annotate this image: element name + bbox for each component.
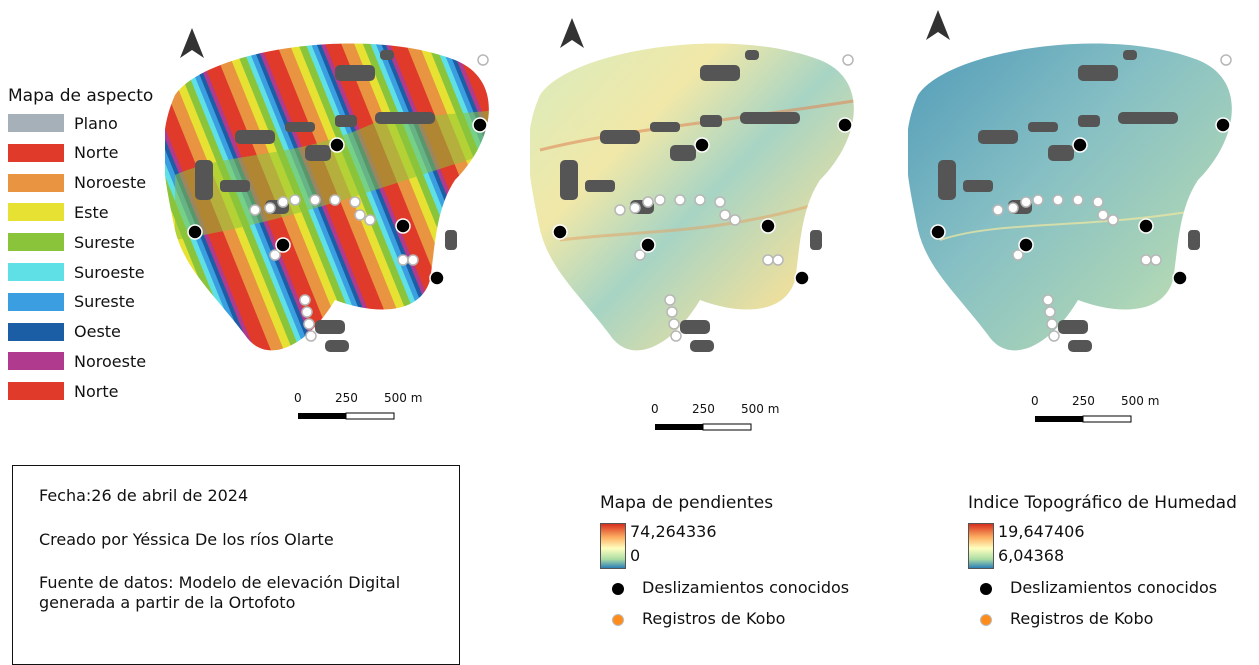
aspect-label: Suroeste bbox=[74, 262, 145, 282]
aspect-swatch bbox=[8, 263, 64, 281]
twi-max: 19,647406 bbox=[998, 522, 1085, 541]
aspect-swatch bbox=[8, 114, 64, 132]
twi-point1-label: Deslizamientos conocidos bbox=[1010, 578, 1218, 597]
aspect-legend-item: Este bbox=[8, 201, 109, 223]
twi-map bbox=[908, 43, 1232, 352]
aspect-legend-item: Sureste bbox=[8, 231, 135, 253]
landslide-point-icon bbox=[612, 583, 624, 595]
scalebar-500: 500 m bbox=[741, 402, 780, 416]
scalebar-0: 0 bbox=[1031, 394, 1039, 408]
scalebar-graphic bbox=[298, 412, 1132, 431]
aspect-label: Norte bbox=[74, 381, 119, 401]
aspect-label: Sureste bbox=[74, 232, 135, 252]
maps-layer bbox=[165, 10, 1232, 431]
aspect-swatch bbox=[8, 233, 64, 252]
kobo-point-icon bbox=[612, 614, 624, 626]
aspect-label: Este bbox=[74, 202, 109, 222]
info-box: Fecha:26 de abril de 2024 Creado por Yés… bbox=[12, 465, 460, 665]
landslide-point-icon bbox=[980, 583, 992, 595]
aspect-legend-item: Noroeste bbox=[8, 350, 146, 372]
aspect-legend-item: Noroeste bbox=[8, 172, 146, 194]
aspect-swatch bbox=[8, 292, 64, 311]
kobo-point-icon bbox=[980, 614, 992, 626]
aspect-legend-item: Norte bbox=[8, 142, 118, 164]
slope-legend-title: Mapa de pendientes bbox=[600, 493, 774, 513]
north-arrow-icon bbox=[560, 18, 584, 48]
aspect-label: Noroeste bbox=[74, 351, 147, 371]
slope-max: 74,264336 bbox=[630, 522, 717, 541]
scalebar-250: 250 bbox=[1072, 394, 1095, 408]
scalebar-250: 250 bbox=[692, 402, 715, 416]
aspect-label: Noroeste bbox=[74, 173, 147, 193]
aspect-map bbox=[165, 43, 489, 352]
aspect-legend-item: Sureste bbox=[8, 291, 135, 313]
aspect-legend-item: Plano bbox=[8, 112, 118, 134]
twi-point2-label: Registros de Kobo bbox=[1010, 609, 1154, 628]
slope-point1-label: Deslizamientos conocidos bbox=[642, 578, 850, 597]
aspect-legend-item: Oeste bbox=[8, 321, 121, 343]
twi-min: 6,04368 bbox=[998, 546, 1065, 565]
aspect-label: Norte bbox=[74, 143, 119, 163]
scalebar-0: 0 bbox=[651, 402, 659, 416]
aspect-legend-item: Suroeste bbox=[8, 261, 145, 283]
aspect-label: Plano bbox=[74, 113, 118, 133]
scalebar-250: 250 bbox=[335, 391, 358, 405]
source-text: Fuente de datos: Modelo de elevación Dig… bbox=[39, 573, 401, 612]
slope-color-ramp bbox=[600, 523, 626, 569]
author-text: Creado por Yéssica De los ríos Olarte bbox=[39, 530, 334, 549]
scalebar-500: 500 m bbox=[1121, 394, 1160, 408]
aspect-swatch bbox=[8, 173, 64, 192]
aspect-swatch bbox=[8, 382, 64, 401]
aspect-legend-title: Mapa de aspecto bbox=[8, 86, 154, 106]
slope-point2-label: Registros de Kobo bbox=[642, 609, 786, 628]
aspect-label: Sureste bbox=[74, 292, 135, 312]
aspect-swatch bbox=[8, 203, 64, 222]
north-arrow-icon bbox=[180, 28, 204, 58]
slope-min: 0 bbox=[630, 546, 641, 565]
scalebar-500: 500 m bbox=[384, 391, 423, 405]
north-arrow-icon bbox=[926, 10, 950, 40]
scalebar-0: 0 bbox=[294, 391, 302, 405]
twi-legend-title: Indice Topográfico de Humedad bbox=[968, 493, 1237, 513]
slope-map bbox=[530, 43, 854, 352]
aspect-swatch bbox=[8, 322, 64, 341]
date-text: Fecha:26 de abril de 2024 bbox=[39, 486, 249, 505]
aspect-swatch bbox=[8, 352, 64, 371]
aspect-swatch bbox=[8, 143, 64, 162]
twi-color-ramp bbox=[968, 523, 994, 569]
aspect-legend-item: Norte bbox=[8, 380, 118, 402]
aspect-label: Oeste bbox=[74, 322, 121, 342]
